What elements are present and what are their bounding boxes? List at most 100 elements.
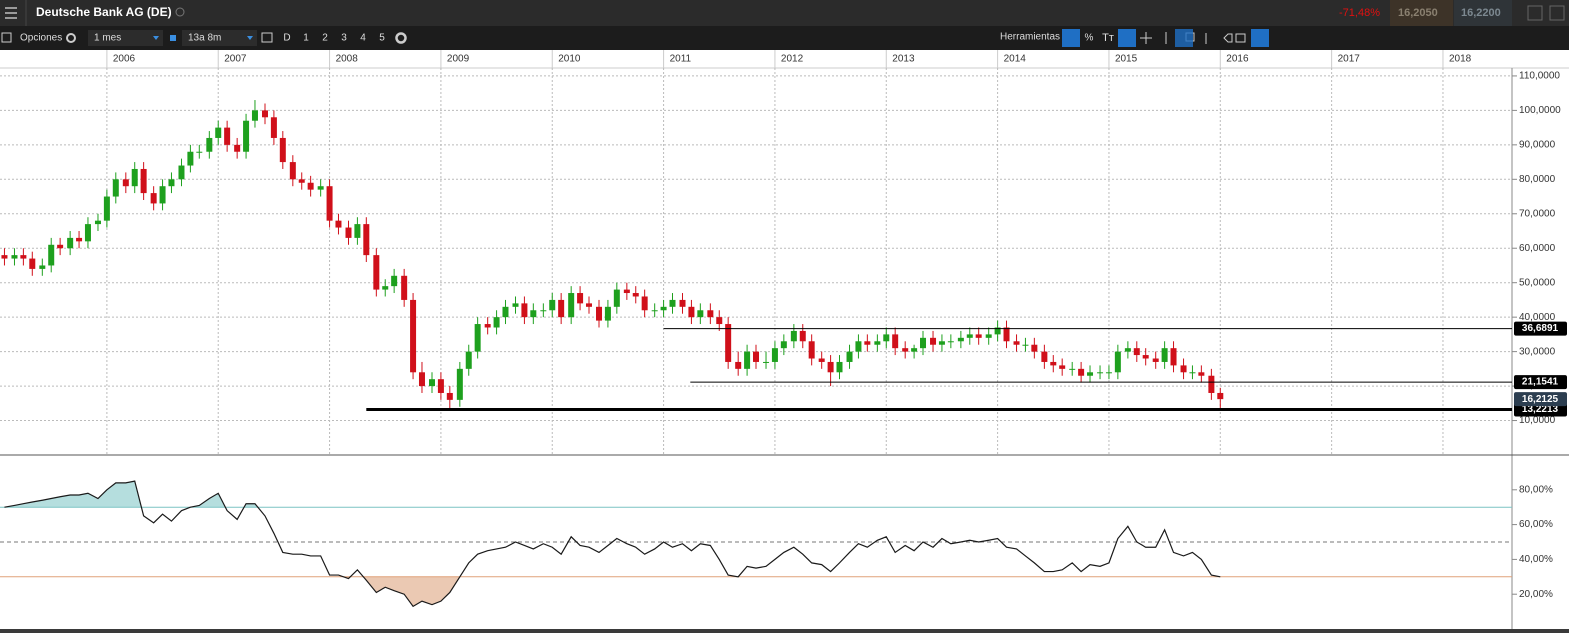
- candle-body: [641, 296, 648, 311]
- candle-body: [604, 306, 611, 321]
- tool-icons[interactable]: [1140, 32, 1246, 44]
- text-tool[interactable]: Tт: [1102, 32, 1114, 44]
- candle-body: [763, 361, 770, 363]
- candle-body: [725, 324, 732, 362]
- candle-body: [251, 110, 258, 121]
- calendar-icon[interactable]: [261, 32, 273, 43]
- period-button[interactable]: 2: [322, 33, 328, 44]
- candle-body: [112, 179, 119, 197]
- search-icon[interactable]: [175, 7, 185, 17]
- percent-tool[interactable]: %: [1085, 33, 1094, 44]
- candle-body: [585, 303, 592, 307]
- tools-label: Herramientas: [1000, 32, 1060, 43]
- price-label: 16,2125: [1522, 394, 1559, 405]
- candle-body: [279, 137, 286, 163]
- candle-body: [846, 351, 853, 362]
- candle-body: [234, 144, 241, 152]
- candle-body: [1161, 348, 1168, 362]
- candle-body: [11, 255, 18, 259]
- grid-tool[interactable]: [1118, 29, 1136, 47]
- candle-body: [103, 196, 110, 221]
- candle-body: [437, 379, 444, 393]
- window-button[interactable]: [1527, 5, 1543, 21]
- rsi-line: [4, 480, 1221, 608]
- year-label: 2014: [1004, 54, 1027, 65]
- candle-body: [994, 327, 1001, 335]
- year-label: 2008: [336, 54, 359, 65]
- candle-body: [84, 224, 91, 242]
- candle-body: [446, 392, 453, 400]
- period-button[interactable]: 5: [379, 33, 385, 44]
- candle-body: [502, 306, 509, 318]
- options-label[interactable]: Opciones: [20, 33, 62, 44]
- candle-body: [818, 358, 825, 362]
- range-label: 13a 8m: [188, 33, 221, 44]
- candle-body: [465, 351, 472, 369]
- candle-body: [892, 334, 899, 349]
- ask-box[interactable]: [1454, 0, 1512, 26]
- candle-body: [1114, 351, 1121, 373]
- candle-body: [947, 341, 954, 343]
- candle-body: [429, 379, 435, 387]
- price-tick-label: 40,0000: [1519, 312, 1556, 323]
- options-gear[interactable]: [66, 33, 76, 43]
- candle-body: [753, 351, 759, 362]
- candle-body: [1170, 348, 1177, 366]
- bid-box[interactable]: [1390, 0, 1453, 26]
- candle-body: [1031, 344, 1038, 352]
- year-label: 2007: [224, 54, 247, 65]
- menu-icon[interactable]: [5, 7, 17, 19]
- candle-body: [289, 162, 296, 180]
- price-label-box: [1514, 392, 1567, 407]
- candle-body: [270, 117, 277, 138]
- price-tick-label: 80,0000: [1519, 174, 1556, 185]
- period-button[interactable]: D: [283, 33, 290, 44]
- candle-body: [744, 351, 751, 369]
- candle-body: [957, 337, 964, 342]
- candle-body: [122, 179, 129, 187]
- candle-body: [530, 310, 537, 318]
- candle-body: [410, 299, 417, 373]
- candle-body: [391, 275, 398, 287]
- period-button[interactable]: 3: [341, 33, 347, 44]
- settings-gear[interactable]: [395, 32, 407, 44]
- candle-body: [790, 330, 797, 342]
- candle-body: [808, 341, 815, 359]
- tool-button[interactable]: [1062, 29, 1080, 47]
- candle-body: [178, 165, 185, 180]
- lock-icon[interactable]: [170, 35, 176, 41]
- candle-body: [1124, 348, 1131, 352]
- candle-body: [456, 368, 463, 400]
- year-label: 2013: [892, 54, 915, 65]
- candle-body: [735, 361, 742, 369]
- candle-body: [1217, 392, 1224, 400]
- tool-button[interactable]: [1175, 29, 1193, 47]
- close-button[interactable]: [1549, 5, 1565, 21]
- candle-body: [261, 110, 268, 118]
- candle-body: [150, 193, 157, 204]
- candle-body: [855, 341, 862, 352]
- candle-body: [1003, 327, 1010, 342]
- candle-body: [864, 341, 871, 345]
- period-button[interactable]: 1: [303, 33, 309, 44]
- options-icon[interactable]: [1, 32, 12, 43]
- candle-body: [827, 361, 834, 373]
- candle-body: [196, 151, 203, 153]
- range-dropdown[interactable]: [182, 30, 257, 46]
- candle-body: [975, 334, 982, 338]
- year-label: 2017: [1338, 54, 1361, 65]
- candle-body: [1041, 351, 1048, 362]
- tool-button[interactable]: [1251, 29, 1269, 47]
- price-tick-label: 90,0000: [1519, 139, 1556, 150]
- candle-body: [215, 127, 222, 138]
- rsi-tick-label: 60,00%: [1519, 519, 1553, 530]
- price-tick-label: 30,0000: [1519, 346, 1556, 357]
- candle-body: [1078, 368, 1085, 376]
- candle-body: [540, 310, 547, 312]
- period-button[interactable]: 4: [360, 33, 366, 44]
- candle-body: [623, 289, 630, 294]
- candle-body: [57, 244, 64, 249]
- interval-dropdown[interactable]: [88, 30, 163, 46]
